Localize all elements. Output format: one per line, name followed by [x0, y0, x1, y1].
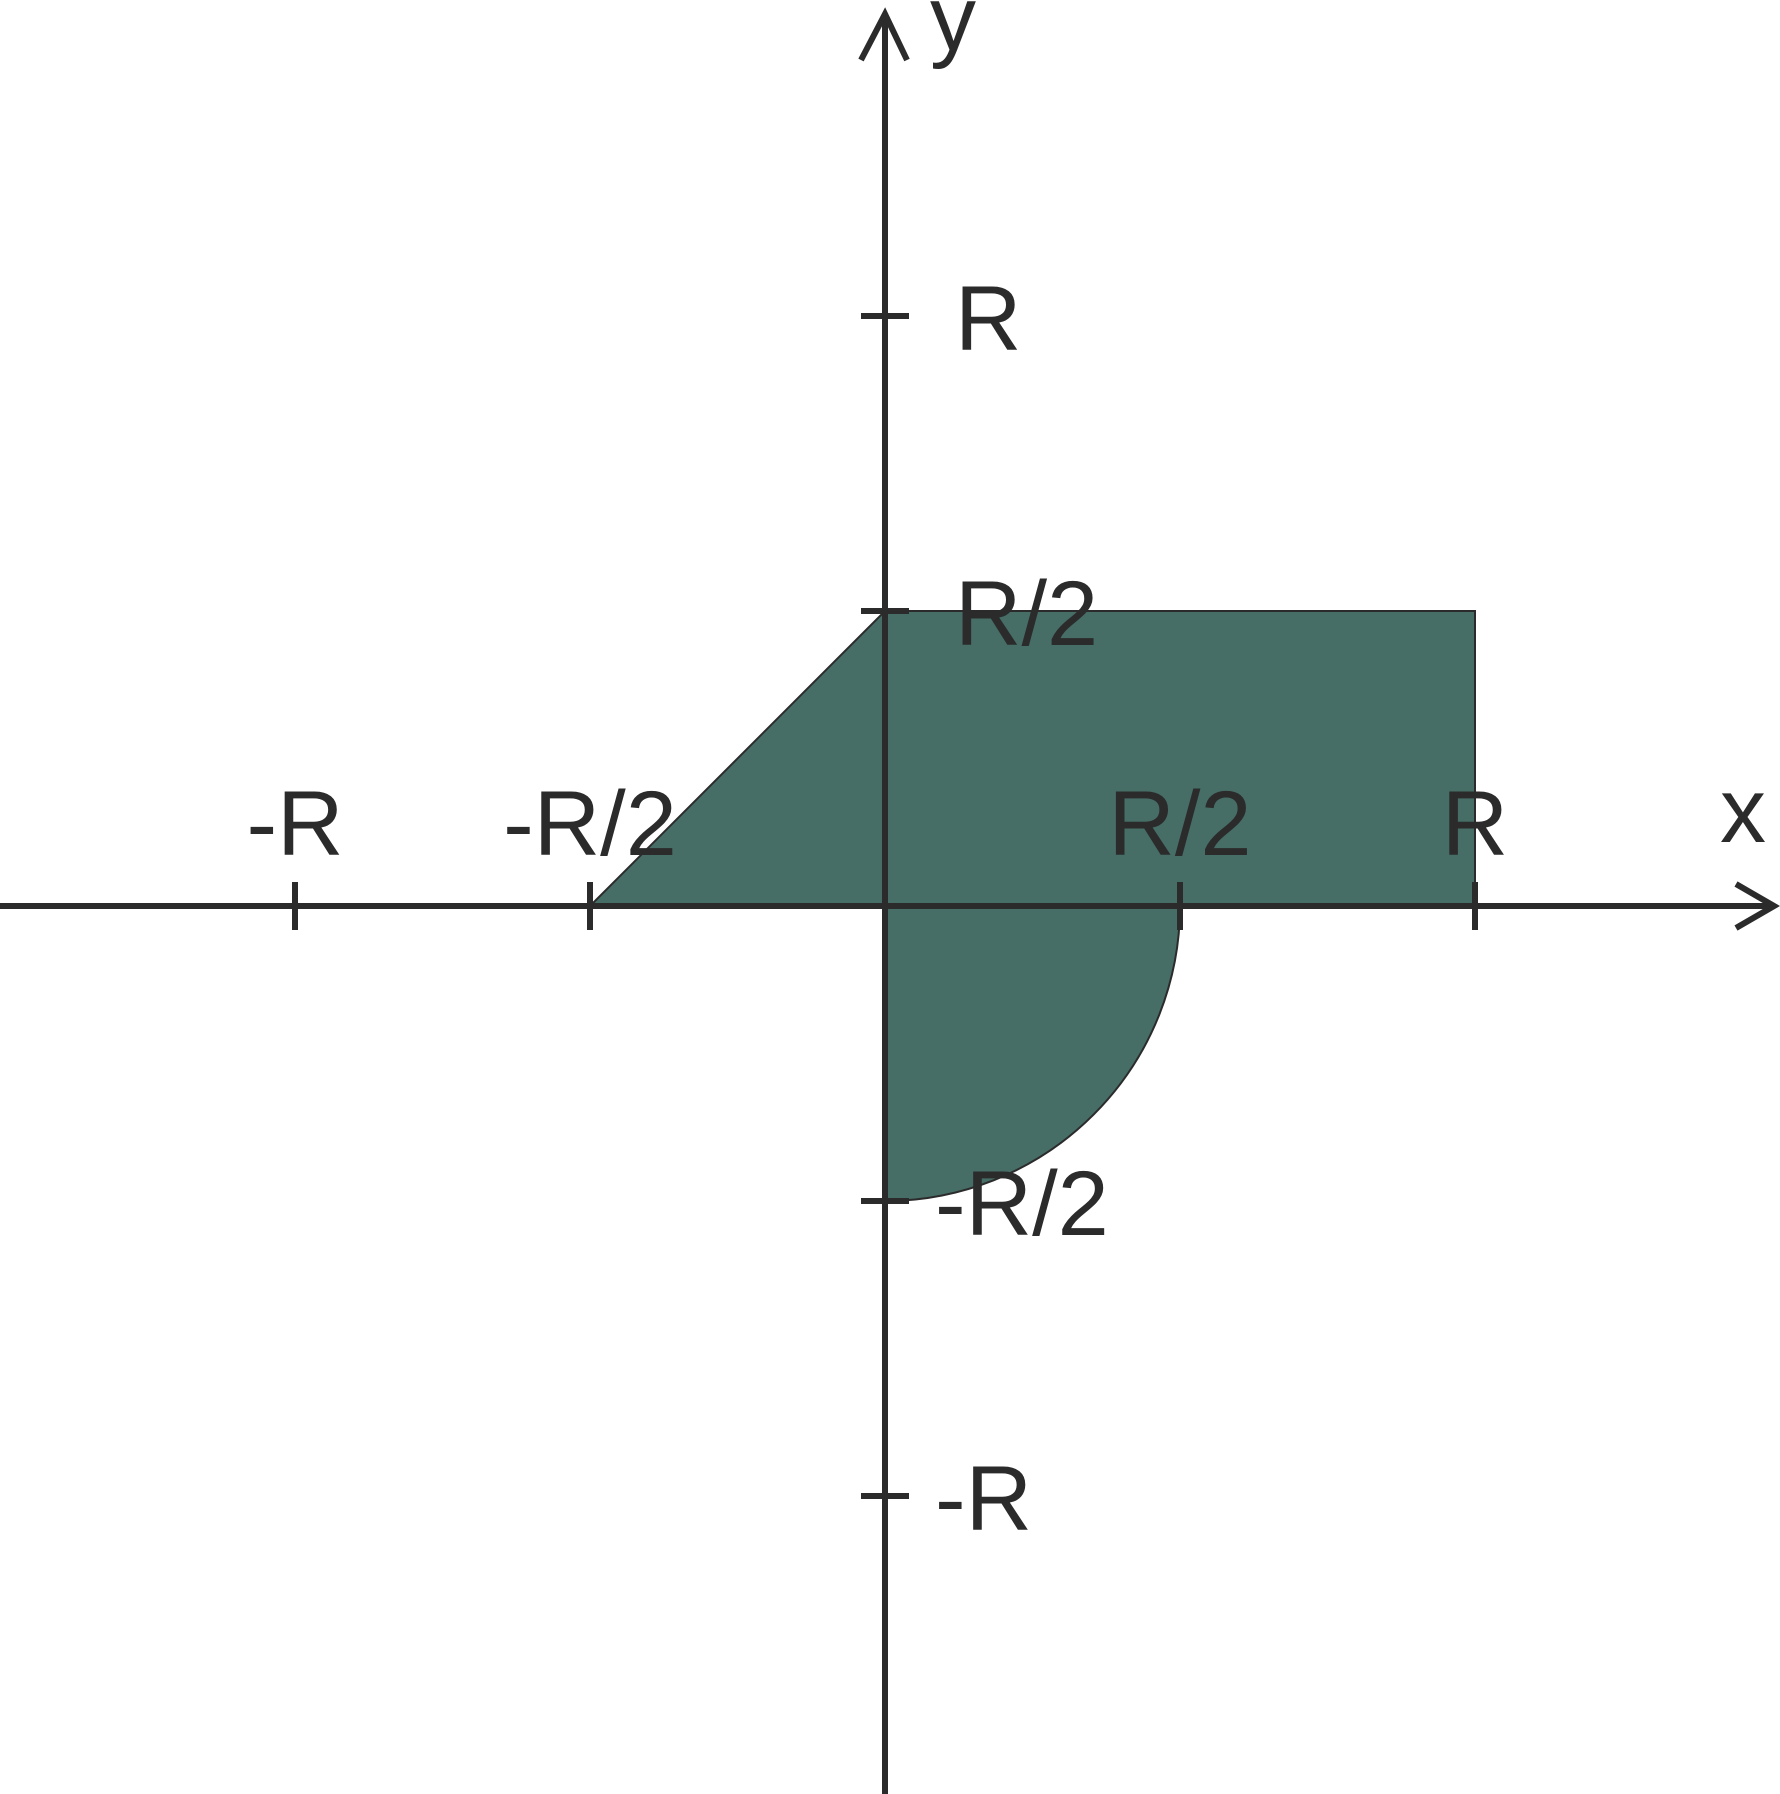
- x-tick-label: -R/2: [503, 773, 677, 875]
- y-tick-label: R: [955, 268, 1021, 370]
- y-tick-label: -R: [935, 1448, 1032, 1550]
- x-axis-arrowhead-icon: [1734, 881, 1780, 931]
- y-tick-label: -R/2: [935, 1153, 1109, 1255]
- y-axis-arrowhead-icon: [858, 7, 910, 62]
- x-tick-label: -R: [246, 773, 343, 875]
- y-ticks: R R/2 -R/2 -R: [861, 268, 1109, 1550]
- axes: [0, 7, 1780, 1794]
- x-axis-label: x: [1720, 760, 1766, 862]
- shaded-region: [587, 608, 1476, 1203]
- y-tick-label: R/2: [955, 563, 1098, 665]
- x-ticks: -R -R/2 R/2 R: [246, 773, 1508, 930]
- y-axis-label: y: [930, 0, 976, 70]
- region-quarter-circle: [884, 905, 1182, 1203]
- x-tick-label: R: [1442, 773, 1508, 875]
- x-tick-label: R/2: [1108, 773, 1251, 875]
